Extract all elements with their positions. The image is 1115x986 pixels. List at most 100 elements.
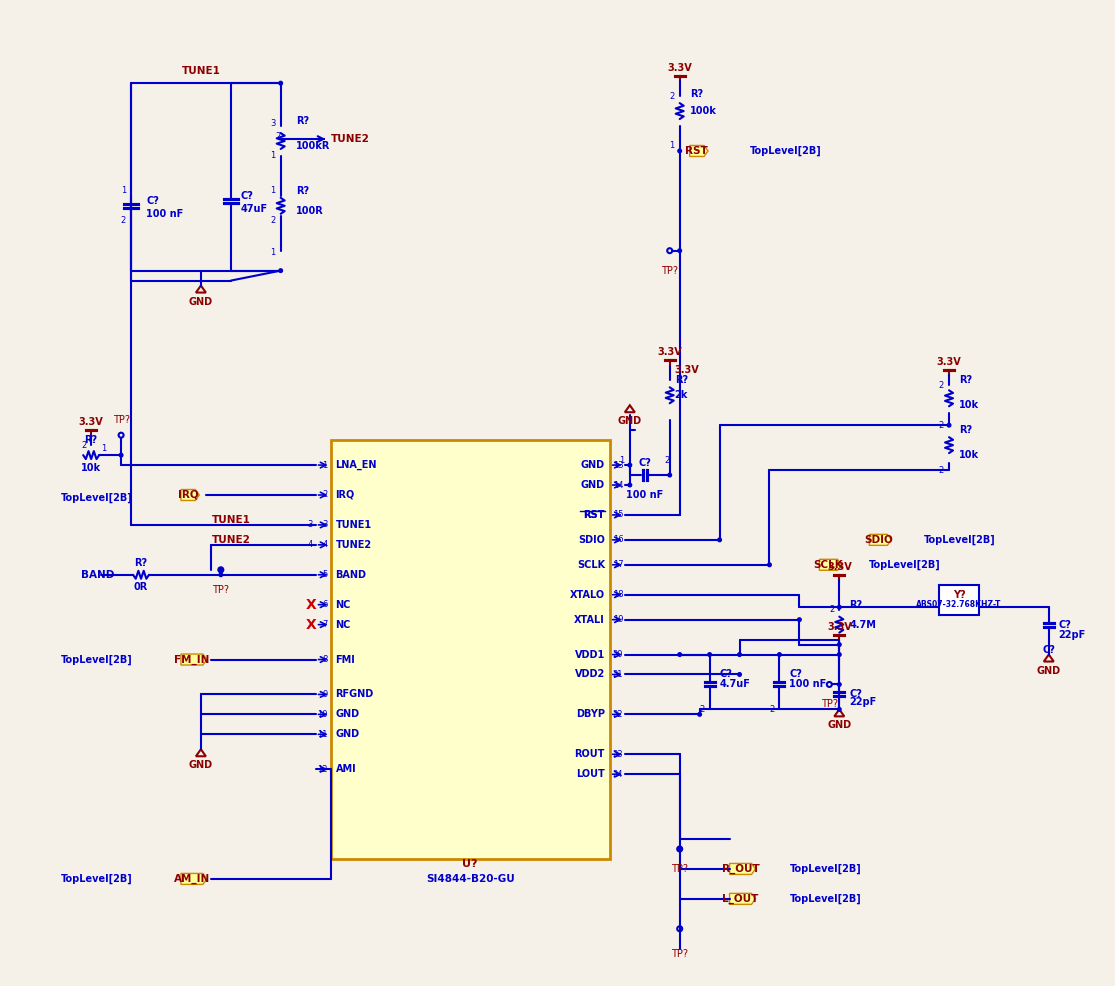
Text: C?: C? xyxy=(639,458,651,468)
Text: 1: 1 xyxy=(620,456,624,464)
Circle shape xyxy=(837,682,841,686)
Text: 1: 1 xyxy=(669,141,675,151)
Text: TopLevel[2B]: TopLevel[2B] xyxy=(789,893,861,904)
Text: 17: 17 xyxy=(613,560,623,569)
Text: 4.7uF: 4.7uF xyxy=(719,679,750,689)
Polygon shape xyxy=(690,146,708,157)
Text: 3.3V: 3.3V xyxy=(675,366,699,376)
Circle shape xyxy=(219,568,223,572)
Circle shape xyxy=(797,618,802,621)
Text: 10k: 10k xyxy=(81,463,101,473)
Circle shape xyxy=(698,713,701,716)
Text: 2: 2 xyxy=(81,441,86,450)
Text: 3: 3 xyxy=(270,118,275,127)
Text: TopLevel[2B]: TopLevel[2B] xyxy=(924,534,996,545)
Circle shape xyxy=(837,708,841,711)
Text: IRQ: IRQ xyxy=(336,490,355,500)
Text: 3.3V: 3.3V xyxy=(827,621,852,632)
Text: TopLevel[2B]: TopLevel[2B] xyxy=(870,560,941,570)
Text: 4.7M: 4.7M xyxy=(850,619,876,630)
Text: 5: 5 xyxy=(322,570,328,579)
Text: R?: R? xyxy=(850,599,862,609)
Text: 1: 1 xyxy=(271,186,275,195)
Text: R_OUT: R_OUT xyxy=(721,864,759,874)
Text: 2: 2 xyxy=(769,705,775,714)
Text: R?: R? xyxy=(135,558,147,568)
Text: 21: 21 xyxy=(613,670,623,679)
Polygon shape xyxy=(181,874,207,884)
Text: 2: 2 xyxy=(271,216,275,225)
Text: 19: 19 xyxy=(613,615,623,624)
Text: 3.3V: 3.3V xyxy=(667,63,692,73)
Text: C?: C? xyxy=(241,191,254,201)
Text: GND: GND xyxy=(581,480,604,490)
Text: C?: C? xyxy=(850,689,862,699)
Text: AMI: AMI xyxy=(336,764,356,774)
Text: 4: 4 xyxy=(308,540,312,549)
FancyBboxPatch shape xyxy=(939,585,979,614)
Text: XTALO: XTALO xyxy=(570,590,604,599)
Text: GND: GND xyxy=(188,297,213,307)
Circle shape xyxy=(738,653,741,657)
Text: 3: 3 xyxy=(322,521,328,529)
Text: 100 nF: 100 nF xyxy=(789,679,826,689)
Text: TopLevel[2B]: TopLevel[2B] xyxy=(61,655,133,665)
Text: 18: 18 xyxy=(613,591,623,599)
Text: FMI: FMI xyxy=(336,655,356,665)
Text: C?: C? xyxy=(789,669,803,679)
Text: 6: 6 xyxy=(322,600,328,609)
Text: 22: 22 xyxy=(613,710,623,719)
Text: 3: 3 xyxy=(308,521,312,529)
Text: C?: C? xyxy=(1043,645,1055,655)
Text: 2: 2 xyxy=(830,605,834,614)
Text: ROUT: ROUT xyxy=(574,749,604,759)
Text: R?: R? xyxy=(675,376,688,386)
Polygon shape xyxy=(181,654,207,665)
Circle shape xyxy=(678,149,681,153)
Circle shape xyxy=(678,248,681,252)
Text: TUNE2: TUNE2 xyxy=(330,134,369,144)
Text: C?: C? xyxy=(1059,619,1072,630)
Text: RST: RST xyxy=(686,146,708,156)
Text: VDD1: VDD1 xyxy=(574,650,604,660)
Text: GND: GND xyxy=(827,721,852,731)
Text: TopLevel[2B]: TopLevel[2B] xyxy=(61,493,133,503)
Circle shape xyxy=(119,454,123,457)
Circle shape xyxy=(777,653,782,657)
Circle shape xyxy=(628,463,631,467)
Polygon shape xyxy=(729,893,756,904)
Text: TUNE2: TUNE2 xyxy=(336,540,371,550)
Polygon shape xyxy=(820,559,842,570)
Text: 13: 13 xyxy=(613,460,623,469)
Text: TUNE1: TUNE1 xyxy=(182,66,221,76)
Text: 1: 1 xyxy=(100,444,106,453)
Text: 20: 20 xyxy=(613,650,623,659)
Text: R?: R? xyxy=(295,185,309,196)
Text: LOUT: LOUT xyxy=(576,769,604,779)
Polygon shape xyxy=(729,864,756,875)
Text: TopLevel[2B]: TopLevel[2B] xyxy=(61,874,133,884)
Text: 1: 1 xyxy=(271,152,275,161)
Text: 1: 1 xyxy=(271,248,275,257)
Text: 1: 1 xyxy=(120,186,126,195)
Text: 100R: 100R xyxy=(295,206,323,216)
Text: 24: 24 xyxy=(613,770,623,779)
Text: 3.3V: 3.3V xyxy=(79,417,104,427)
Text: SCLK: SCLK xyxy=(576,560,604,570)
Text: R?: R? xyxy=(85,435,98,445)
Text: GND: GND xyxy=(618,416,642,426)
Text: 3.3V: 3.3V xyxy=(658,347,682,357)
Text: 100kR: 100kR xyxy=(295,141,330,151)
Text: 47uF: 47uF xyxy=(241,204,268,214)
Text: AM_IN: AM_IN xyxy=(174,874,210,884)
Text: 0R: 0R xyxy=(134,582,148,592)
Text: L_OUT: L_OUT xyxy=(723,893,758,904)
Text: 23: 23 xyxy=(613,749,623,759)
Text: SDIO: SDIO xyxy=(864,534,893,545)
Text: RST: RST xyxy=(583,510,604,520)
Circle shape xyxy=(767,563,772,567)
Text: 3.3V: 3.3V xyxy=(937,357,961,368)
Circle shape xyxy=(678,653,681,657)
Text: 2: 2 xyxy=(699,705,705,714)
Text: GND: GND xyxy=(581,460,604,470)
